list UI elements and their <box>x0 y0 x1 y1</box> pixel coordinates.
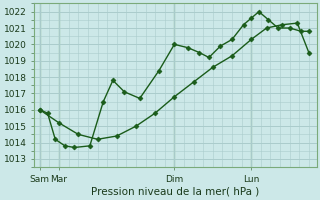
X-axis label: Pression niveau de la mer( hPa ): Pression niveau de la mer( hPa ) <box>91 187 260 197</box>
